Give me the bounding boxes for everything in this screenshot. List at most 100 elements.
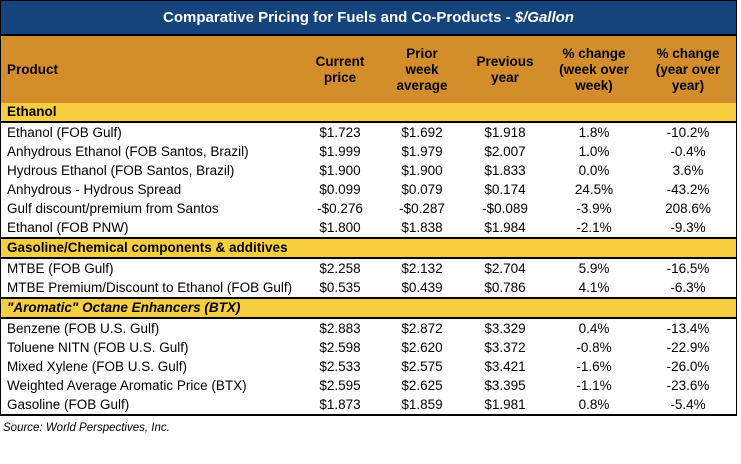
table-row: Toluene NITN (FOB U.S. Gulf) $2.598 $2.6… [1, 338, 736, 357]
pct-yoy-cell: -22.9% [666, 340, 710, 355]
previous-year-cell: $2.704 [484, 261, 526, 276]
pct-yoy-cell: 208.6% [665, 201, 711, 216]
column-header-pct-change-yoy: % change (year over year) [655, 45, 721, 93]
pct-yoy-cell: -0.4% [670, 144, 706, 159]
pct-yoy-cell: -26.0% [666, 359, 710, 374]
prior-week-cell: $1.859 [401, 397, 443, 412]
table-row: Anhydrous Ethanol (FOB Santos, Brazil) $… [1, 142, 736, 161]
previous-year-cell: $1.918 [484, 125, 526, 140]
table-row: Weighted Average Aromatic Price (BTX) $2… [1, 376, 736, 395]
pct-wow-cell: -0.8% [576, 340, 612, 355]
product-cell: Hydrous Ethanol (FOB Santos, Brazil) [7, 163, 235, 178]
column-header-row: Product Current price Prior week average… [1, 36, 736, 103]
column-header-product: Product [7, 62, 59, 77]
pct-wow-cell: 0.4% [578, 321, 610, 336]
previous-year-cell: $3.421 [484, 359, 526, 374]
product-cell: Ethanol (FOB Gulf) [7, 125, 122, 140]
previous-year-cell: $1.833 [484, 163, 526, 178]
table-row: Benzene (FOB U.S. Gulf) $2.883 $2.872 $3… [1, 319, 736, 338]
pct-wow-cell: 24.5% [574, 182, 614, 197]
table-row: MTBE Premium/Discount to Ethanol (FOB Gu… [1, 278, 736, 297]
column-header-prior-week-average: Prior week average [396, 45, 448, 93]
previous-year-cell: $0.174 [484, 182, 526, 197]
pct-wow-cell: 5.9% [578, 261, 610, 276]
current-price-cell: $0.099 [319, 182, 361, 197]
section-header-gasoline-chemical: Gasoline/Chemical components & additives [1, 237, 736, 259]
section-header-ethanol: Ethanol [1, 103, 736, 123]
pct-wow-cell: -2.1% [576, 220, 612, 235]
pct-wow-cell: 1.8% [578, 125, 610, 140]
table-row: Anhydrous - Hydrous Spread $0.099 $0.079… [1, 180, 736, 199]
table-row: MTBE (FOB Gulf) $2.258 $2.132 $2.704 5.9… [1, 259, 736, 278]
current-price-cell: $1.800 [319, 220, 361, 235]
current-price-cell: $1.999 [319, 144, 361, 159]
pct-wow-cell: -3.9% [576, 201, 612, 216]
current-price-cell: $1.723 [319, 125, 361, 140]
table-row: Ethanol (FOB Gulf) $1.723 $1.692 $1.918 … [1, 123, 736, 142]
current-price-cell: $0.535 [319, 280, 361, 295]
pct-yoy-cell: -5.4% [670, 397, 706, 412]
previous-year-cell: -$0.089 [482, 201, 528, 216]
title-unit: $/Gallon [514, 9, 574, 26]
prior-week-cell: $1.692 [401, 125, 443, 140]
pct-yoy-cell: -16.5% [666, 261, 710, 276]
pct-yoy-cell: -9.3% [670, 220, 706, 235]
prior-week-cell: $0.439 [401, 280, 443, 295]
table-row: Gasoline (FOB Gulf) $1.873 $1.859 $1.981… [1, 395, 736, 414]
current-price-cell: -$0.276 [317, 201, 363, 216]
pct-wow-cell: -1.6% [576, 359, 612, 374]
pct-yoy-cell: -6.3% [670, 280, 706, 295]
column-header-pct-change-wow: % change (week over week) [559, 45, 629, 93]
prior-week-cell: $2.575 [401, 359, 443, 374]
product-cell: Gasoline (FOB Gulf) [7, 397, 130, 412]
source-note: Source: World Perspectives, Inc. [3, 422, 170, 434]
column-header-current-price: Current price [315, 53, 365, 85]
pricing-table: Comparative Pricing for Fuels and Co-Pro… [0, 0, 737, 416]
table-row: Ethanol (FOB PNW) $1.800 $1.838 $1.984 -… [1, 218, 736, 237]
current-price-cell: $2.258 [319, 261, 361, 276]
current-price-cell: $1.900 [319, 163, 361, 178]
pct-wow-cell: 1.0% [578, 144, 610, 159]
column-header-previous-year: Previous year [476, 53, 534, 85]
table-row: Gulf discount/premium from Santos -$0.27… [1, 199, 736, 218]
section-header-aromatic-btx: "Aromatic" Octane Enhancers (BTX) [1, 297, 736, 319]
product-cell: MTBE (FOB Gulf) [7, 261, 114, 276]
previous-year-cell: $3.329 [484, 321, 526, 336]
current-price-cell: $2.598 [319, 340, 361, 355]
product-cell: Anhydrous Ethanol (FOB Santos, Brazil) [7, 144, 249, 159]
pct-yoy-cell: 3.6% [672, 163, 704, 178]
pct-yoy-cell: -43.2% [666, 182, 710, 197]
pct-yoy-cell: -10.2% [666, 125, 710, 140]
prior-week-cell: $1.979 [401, 144, 443, 159]
previous-year-cell: $3.395 [484, 378, 526, 393]
prior-week-cell: $2.625 [401, 378, 443, 393]
product-cell: Benzene (FOB U.S. Gulf) [7, 321, 160, 336]
prior-week-cell: $2.132 [401, 261, 443, 276]
previous-year-cell: $3.372 [484, 340, 526, 355]
current-price-cell: $1.873 [319, 397, 361, 412]
prior-week-cell: $1.900 [401, 163, 443, 178]
prior-week-cell: $2.872 [401, 321, 443, 336]
current-price-cell: $2.533 [319, 359, 361, 374]
current-price-cell: $2.595 [319, 378, 361, 393]
table-title: Comparative Pricing for Fuels and Co-Pro… [1, 1, 736, 36]
pct-wow-cell: 0.8% [578, 397, 610, 412]
pct-yoy-cell: -13.4% [666, 321, 710, 336]
prior-week-cell: $2.620 [401, 340, 443, 355]
previous-year-cell: $2.007 [484, 144, 526, 159]
pct-wow-cell: 4.1% [578, 280, 610, 295]
pct-wow-cell: -1.1% [576, 378, 612, 393]
pct-yoy-cell: -23.6% [666, 378, 710, 393]
prior-week-cell: $0.079 [401, 182, 443, 197]
product-cell: Toluene NITN (FOB U.S. Gulf) [7, 340, 189, 355]
table-row: Mixed Xylene (FOB U.S. Gulf) $2.533 $2.5… [1, 357, 736, 376]
table-row: Hydrous Ethanol (FOB Santos, Brazil) $1.… [1, 161, 736, 180]
product-cell: Mixed Xylene (FOB U.S. Gulf) [7, 359, 188, 374]
prior-week-cell: $1.838 [401, 220, 443, 235]
previous-year-cell: $1.984 [484, 220, 526, 235]
product-cell: Ethanol (FOB PNW) [7, 220, 129, 235]
product-cell: Anhydrous - Hydrous Spread [7, 182, 182, 197]
title-text: Comparative Pricing for Fuels and Co-Pro… [163, 9, 515, 26]
product-cell: MTBE Premium/Discount to Ethanol (FOB Gu… [7, 280, 293, 295]
product-cell: Weighted Average Aromatic Price (BTX) [7, 378, 247, 393]
